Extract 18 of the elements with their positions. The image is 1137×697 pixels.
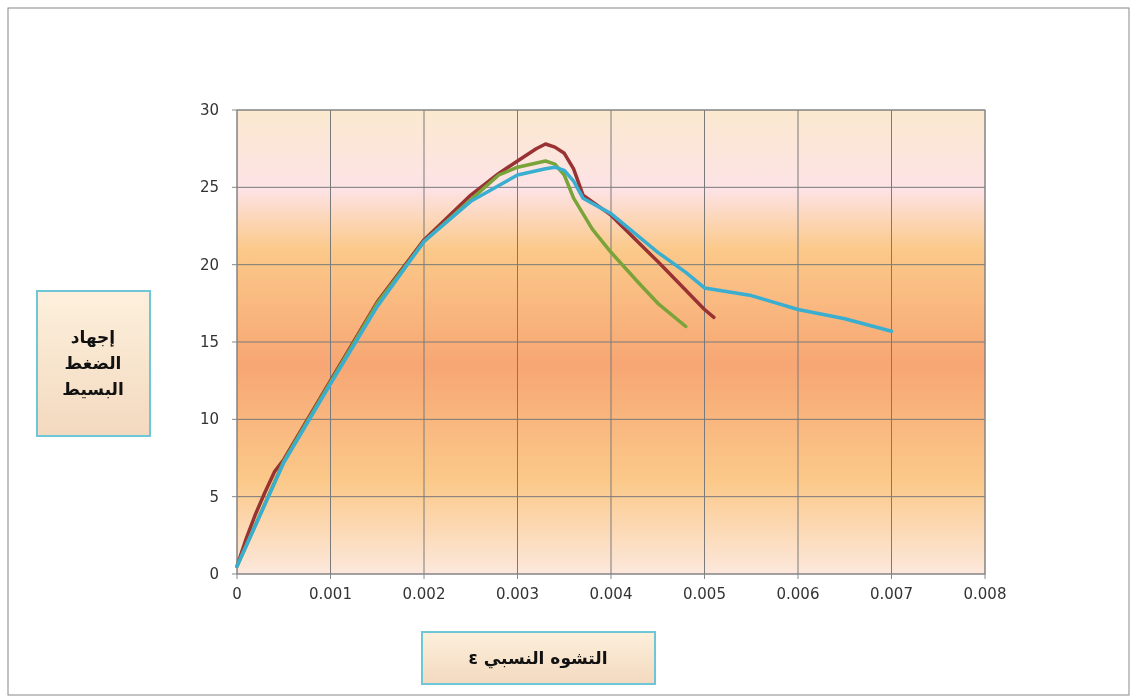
x-axis-title: التشوه النسبي ε (468, 648, 608, 669)
y-tick-label: 10 (199, 410, 219, 429)
x-tick-label: 0.001 (309, 585, 352, 603)
y-tick-label: 25 (199, 178, 219, 197)
x-tick-label: 0.003 (496, 585, 539, 603)
y-tick-label: 0 (209, 565, 219, 583)
y-axis-title: إجهاد الضغط البسيط (62, 327, 124, 399)
y-tick-label: 15 (199, 333, 219, 351)
x-tick-label: 0.005 (683, 585, 726, 603)
y-tick-label: 20 (199, 255, 219, 274)
x-tick-label: 0.006 (776, 585, 820, 603)
x-tick-label: 0.008 (963, 585, 1007, 603)
y-tick-label: 30 (199, 101, 219, 119)
y-tick-label: 5 (209, 487, 219, 506)
x-tick-label: 0 (232, 585, 242, 603)
x-tick-label: 0.007 (870, 585, 913, 603)
x-tick-label: 0.004 (589, 585, 633, 603)
x-tick-label: 0.002 (402, 585, 446, 603)
